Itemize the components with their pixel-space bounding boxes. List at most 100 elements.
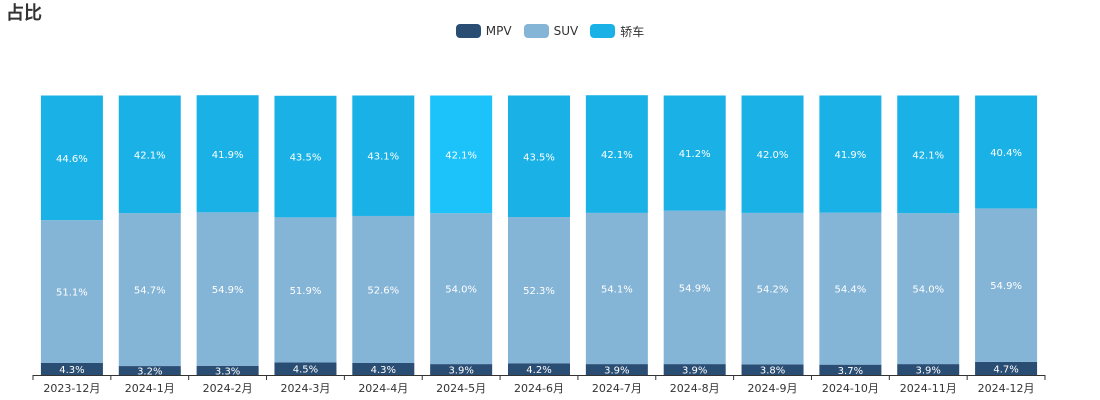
data-label-sedan-2024-7月: 42.1% <box>601 150 633 161</box>
x-tick-label-2024-11月: 2024-11月 <box>900 382 957 395</box>
data-label-mpv-2024-4月: 4.3% <box>371 365 396 376</box>
bar-sedan-2024-9月[interactable] <box>741 95 804 213</box>
bar-mpv-2024-4月[interactable] <box>352 362 415 375</box>
x-tick-label-2024-10月: 2024-10月 <box>822 382 879 395</box>
data-label-sedan-2024-6月: 43.5% <box>523 152 555 163</box>
bar-mpv-2024-9月[interactable] <box>741 364 804 375</box>
data-label-suv-2024-2月: 54.9% <box>212 285 244 296</box>
bar-mpv-2024-11月[interactable] <box>897 364 960 375</box>
bar-suv-2024-2月[interactable] <box>196 212 259 366</box>
bar-mpv-2024-3月[interactable] <box>274 362 337 375</box>
data-label-mpv-2024-3月: 4.5% <box>293 365 318 376</box>
legend-item-suv[interactable]: SUV <box>523 22 579 40</box>
data-label-mpv-2024-8月: 3.9% <box>682 366 707 377</box>
x-tick-label-2024-3月: 2024-3月 <box>280 382 330 395</box>
legend-label-suv: SUV <box>553 24 579 38</box>
data-label-sedan-2024-1月: 42.1% <box>134 150 166 161</box>
legend-label-mpv: MPV <box>485 24 512 38</box>
bar-mpv-2024-12月[interactable] <box>975 361 1038 375</box>
data-label-sedan-2024-5月: 42.1% <box>445 150 477 161</box>
bar-sedan-2024-2月[interactable] <box>196 95 259 213</box>
data-label-sedan-2024-12月: 40.4% <box>990 148 1022 159</box>
bar-suv-2024-3月[interactable] <box>274 217 337 363</box>
data-label-mpv-2024-6月: 4.2% <box>526 365 551 376</box>
data-label-suv-2024-8月: 54.9% <box>679 283 711 294</box>
bar-mpv-2024-2月[interactable] <box>196 365 259 375</box>
legend: MPV SUV 轿车 <box>0 22 1100 40</box>
bar-mpv-2024-6月[interactable] <box>508 363 570 375</box>
data-label-suv-2023-12月: 51.1% <box>56 288 88 299</box>
x-tick-label-2023-12月: 2023-12月 <box>43 382 100 395</box>
bar-sedan-2024-11月[interactable] <box>897 95 960 214</box>
bar-suv-2023-12月[interactable] <box>40 220 103 363</box>
x-tick-label-2024-2月: 2024-2月 <box>203 382 253 395</box>
data-label-suv-2024-10月: 54.4% <box>834 285 866 296</box>
legend-item-sedan[interactable]: 轿车 <box>590 22 644 40</box>
bar-suv-2024-8月[interactable] <box>663 210 726 365</box>
data-label-mpv-2024-1月: 3.2% <box>137 367 162 378</box>
bar-mpv-2023-12月[interactable] <box>40 362 103 375</box>
data-label-mpv-2024-5月: 3.9% <box>448 366 473 377</box>
bar-mpv-2024-1月[interactable] <box>118 366 181 375</box>
x-tick-label-2024-7月: 2024-7月 <box>592 382 642 395</box>
x-tick-label-2024-5月: 2024-5月 <box>436 382 486 395</box>
data-label-suv-2024-6月: 52.3% <box>523 286 555 297</box>
data-label-sedan-2023-12月: 44.6% <box>56 154 88 165</box>
legend-swatch-sedan <box>590 24 616 38</box>
data-label-mpv-2024-9月: 3.8% <box>760 366 785 377</box>
data-label-sedan-2024-10月: 41.9% <box>834 150 866 161</box>
data-label-suv-2024-9月: 54.2% <box>757 285 789 296</box>
data-label-sedan-2024-11月: 42.1% <box>912 150 944 161</box>
data-label-suv-2024-12月: 54.9% <box>990 281 1022 292</box>
data-label-sedan-2024-9月: 42.0% <box>757 150 789 161</box>
bar-sedan-2023-12月[interactable] <box>40 95 103 221</box>
x-tick-label-2024-1月: 2024-1月 <box>125 382 175 395</box>
x-tick-label-2024-8月: 2024-8月 <box>670 382 720 395</box>
bar-sedan-2024-4月[interactable] <box>352 95 415 216</box>
legend-swatch-suv <box>523 24 549 38</box>
bar-sedan-2024-5月[interactable] <box>430 95 493 214</box>
bar-mpv-2024-8月[interactable] <box>663 364 726 375</box>
bar-sedan-2024-7月[interactable] <box>585 95 648 213</box>
bar-suv-2024-1月[interactable] <box>118 213 181 367</box>
data-label-suv-2024-1月: 54.7% <box>134 286 166 297</box>
data-label-sedan-2024-2月: 41.9% <box>212 150 244 161</box>
bar-mpv-2024-10月[interactable] <box>819 364 882 375</box>
bar-suv-2024-9月[interactable] <box>741 212 804 365</box>
x-tick-label-2024-6月: 2024-6月 <box>514 382 564 395</box>
bar-suv-2024-4月[interactable] <box>352 215 415 363</box>
data-label-sedan-2024-4月: 43.1% <box>367 152 399 163</box>
legend-swatch-mpv <box>455 24 481 38</box>
data-label-mpv-2024-11月: 3.9% <box>916 366 941 377</box>
bar-mpv-2024-7月[interactable] <box>585 364 648 375</box>
bar-sedan-2024-6月[interactable] <box>508 95 570 218</box>
legend-item-mpv[interactable]: MPV <box>455 22 512 40</box>
bar-sedan-2024-1月[interactable] <box>118 95 181 214</box>
data-label-sedan-2024-3月: 43.5% <box>290 153 322 164</box>
bar-sedan-2024-12月[interactable] <box>975 95 1038 209</box>
data-label-mpv-2024-10月: 3.7% <box>838 366 863 377</box>
x-tick-label-2024-12月: 2024-12月 <box>978 382 1035 395</box>
data-label-suv-2024-5月: 54.0% <box>445 285 477 296</box>
data-label-mpv-2024-7月: 3.9% <box>604 366 629 377</box>
bar-mpv-2024-5月[interactable] <box>430 364 493 375</box>
x-tick-label-2024-9月: 2024-9月 <box>748 382 798 395</box>
legend-label-sedan: 轿车 <box>620 24 645 39</box>
data-label-mpv-2024-12月: 4.7% <box>993 364 1018 375</box>
bar-suv-2024-10月[interactable] <box>819 212 882 365</box>
bar-suv-2024-5月[interactable] <box>430 213 493 365</box>
data-label-mpv-2023-12月: 4.3% <box>59 365 84 376</box>
bar-sedan-2024-10月[interactable] <box>819 95 882 213</box>
bar-suv-2024-12月[interactable] <box>975 208 1038 362</box>
data-label-sedan-2024-8月: 41.2% <box>679 149 711 160</box>
bar-sedan-2024-8月[interactable] <box>663 95 726 211</box>
data-label-suv-2024-4月: 52.6% <box>367 285 399 296</box>
bar-sedan-2024-3月[interactable] <box>274 95 337 218</box>
data-label-suv-2024-3月: 51.9% <box>290 286 322 297</box>
bar-suv-2024-11月[interactable] <box>897 213 960 365</box>
bar-suv-2024-6月[interactable] <box>508 217 570 364</box>
data-label-suv-2024-7月: 54.1% <box>601 284 633 295</box>
bar-suv-2024-7月[interactable] <box>585 212 648 365</box>
data-label-suv-2024-11月: 54.0% <box>912 285 944 296</box>
